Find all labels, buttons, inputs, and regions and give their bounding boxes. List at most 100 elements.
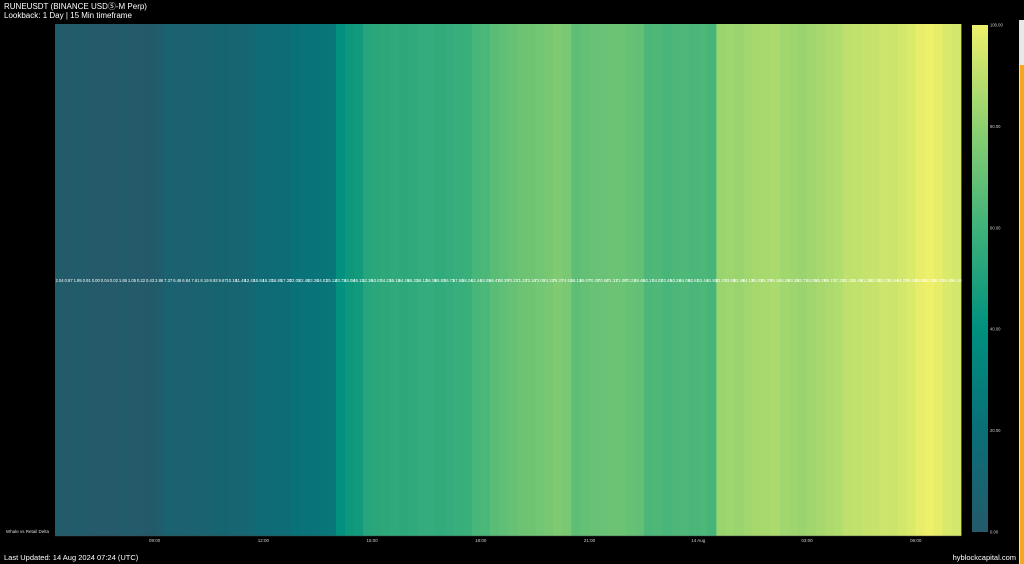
cell-value-label: 90.12 [843,278,854,283]
heatmap-cell [951,24,962,536]
cell-value-label: 74.22 [544,278,555,283]
heatmap-cell [100,24,110,536]
cell-value-label: 12.45 [245,278,256,283]
cell-value-label: 84.12 [743,278,754,283]
heatmap-cell [299,24,310,536]
cell-value-label: 58.24 [462,278,473,283]
cell-value-label: 90.48 [852,278,863,283]
heatmap-cells [55,24,962,536]
heatmap-cell [861,24,871,536]
cell-value-label: 0.02 [110,278,119,283]
heatmap-cell [843,24,853,536]
cell-value-label: 61.93 [707,278,718,283]
cell-value-label: 56.12 [417,278,428,283]
cell-value-label: 53.67 [371,278,382,283]
x-tick-label: 18:00 [475,538,487,543]
cell-value-label: 95.40 [942,278,953,283]
heatmap-cell [236,24,246,536]
cell-value-label: 8.19 [200,278,209,283]
heatmap-cell [734,24,744,536]
heatmap-cell [698,24,708,536]
heatmap-cell [671,24,681,536]
cell-value-label: 68.13 [571,278,582,283]
heatmap-cell [172,24,183,536]
cell-value-label: 71.33 [516,278,527,283]
heatmap-cell [399,24,409,536]
heatmap-cell [489,24,500,536]
heatmap-cell [227,24,237,536]
heatmap-cell [625,24,636,536]
heatmap-cell [136,24,146,536]
heatmap-cell [462,24,473,536]
cell-value-label: 63.05 [480,278,491,283]
scrollbar-thumb[interactable] [1020,65,1024,564]
cell-value-label: 1.65 [119,278,128,283]
cell-value-label: 99.05 [915,278,926,283]
cell-value-label: 16.20 [263,278,274,283]
colorbar-tick-label: 20.00 [990,428,1001,433]
heatmap-cell [662,24,672,536]
cell-value-label: 86.17 [824,278,835,283]
heatmap-cell [281,24,291,536]
heatmap-cell [498,24,509,536]
heatmap-cell [118,24,128,536]
heatmap-cell [218,24,228,536]
cell-value-label: 83.39 [788,278,799,283]
cell-labels: 2.04 0.87 1.95 0.91 0.00 0.04 0.02 1.65 1.05 0.22… [55,278,962,283]
heatmap-cell [82,24,92,536]
heatmap-cell [190,24,201,536]
cell-value-label: 55.18 [390,278,401,283]
heatmap-cell [245,24,255,536]
cell-value-label: 0.91 [83,278,92,283]
cell-value-label: 0.43 [146,278,155,283]
cell-value-label: 1.95 [74,278,83,283]
heatmap-cell [263,24,273,536]
cell-value-label: 96.18 [906,278,917,283]
heatmap-cell [426,24,436,536]
cell-value-label: 85.03 [752,278,763,283]
cell-value-label: 22.05 [290,278,301,283]
brand-link[interactable]: hyblockcapital.com [952,553,1016,562]
heatmap-cell [535,24,545,536]
heatmap-cell [716,24,726,536]
heatmap-cell [906,24,917,536]
cell-value-label: 64.09 [679,278,690,283]
cell-value-label: 64.02 [652,278,663,283]
heatmap-cell [145,24,156,536]
cell-value-label: 85.28 [815,278,826,283]
x-tick-label: 12:00 [258,538,270,543]
cell-value-label: 24.01 [317,278,328,283]
heatmap-cell [589,24,599,536]
colorbar-tick-label: 0.00 [990,530,999,535]
x-tick-label: 03:00 [801,538,813,543]
heatmap-cell [254,24,264,536]
heatmap-cell [571,24,581,536]
cell-value-label: 2.86 [155,278,164,283]
colorbar-tick-label: 80.00 [990,124,1001,129]
cell-value-label: 16.85 [272,278,283,283]
heatmap-cell [634,24,645,536]
heatmap-cell [598,24,609,536]
cell-value-label: 83.08 [725,278,736,283]
cell-value-label: 63.17 [643,278,654,283]
heatmap-cell [154,24,165,536]
heatmap-cell [480,24,491,536]
cell-value-label: 22.48 [299,278,310,283]
cell-value-label: 70.28 [589,278,600,283]
heatmap-cell [55,24,65,536]
heatmap-cell [353,24,364,536]
heatmap-cell [344,24,355,536]
cell-value-label: 23.26 [308,278,319,283]
row-label: Whale vs Retail Delta [6,529,50,534]
heatmap-cell [752,24,763,536]
cell-value-label: 82.71 [797,278,808,283]
last-updated: Last Updated: 14 Aug 2024 07:24 (UTC) [4,553,139,562]
cell-value-label: 52.36 [362,278,373,283]
cell-value-label: 0.00 [92,278,101,283]
heatmap-cell [770,24,781,536]
heatmap-cell [199,24,210,536]
heatmap-cell [761,24,772,536]
cell-value-label: 15.84 [254,278,265,283]
cell-value-label: 10.18 [226,278,237,283]
